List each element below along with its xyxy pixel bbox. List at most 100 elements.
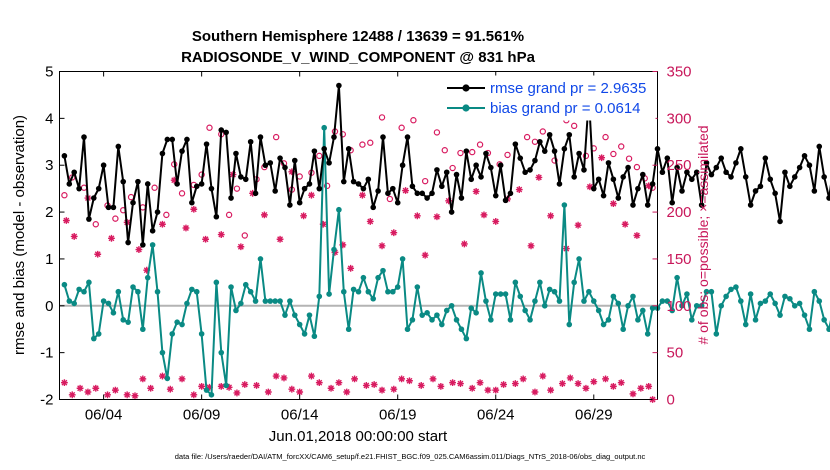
- bias-point: [561, 202, 568, 208]
- rmse-point: [144, 181, 151, 187]
- obs-assimilated-marker: [331, 248, 339, 256]
- bias-point: [316, 293, 323, 300]
- rmse-point: [674, 164, 680, 171]
- bias-point: [257, 256, 264, 262]
- obs-assimilated-marker: [351, 375, 358, 383]
- bias-point: [517, 293, 524, 300]
- rmse-point: [708, 171, 715, 178]
- obs-assimilated-marker: [547, 212, 555, 220]
- rmse-point: [439, 183, 445, 190]
- obs-assimilated-marker: [276, 235, 284, 243]
- obs-assimilated-marker: [123, 391, 131, 399]
- rmse-point: [811, 188, 818, 194]
- bias-point: [223, 382, 229, 389]
- rmse-point: [561, 146, 568, 152]
- x-tick-label: 06/29: [575, 407, 613, 424]
- bias-point: [272, 298, 278, 304]
- y2-axis-label: # of obs: o=possible; ×=assimilated: [695, 125, 711, 344]
- bias-point: [336, 206, 342, 213]
- bias-point: [723, 293, 729, 300]
- obs-assimilated-marker: [343, 388, 351, 396]
- rmse-point: [826, 195, 830, 201]
- obs-assimilated-marker: [217, 231, 225, 238]
- rmse-point: [311, 148, 318, 154]
- y2-tick-label: 100: [667, 298, 692, 315]
- y2-tick-label: 50: [667, 345, 684, 362]
- bias-point: [61, 281, 68, 288]
- obs-possible-marker: [421, 177, 429, 185]
- rmse-point: [135, 178, 141, 185]
- bias-point: [576, 256, 582, 262]
- rmse-point: [752, 188, 759, 194]
- bias-point: [507, 317, 514, 323]
- obs-assimilated-marker: [449, 379, 457, 387]
- rmse-point: [517, 155, 524, 161]
- rmse-point: [698, 202, 705, 208]
- obs-assimilated-marker: [378, 386, 386, 394]
- obs-assimilated-marker: [468, 384, 476, 392]
- y2-tick-label: 350: [667, 64, 692, 81]
- rmse-point: [767, 176, 774, 183]
- rmse-point: [551, 148, 558, 154]
- bias-point: [277, 298, 283, 304]
- obs-assimilated-marker: [515, 186, 523, 193]
- bias-point: [762, 298, 769, 304]
- obs-assimilated-marker: [460, 240, 468, 248]
- obs-assimilated-marker: [437, 382, 445, 390]
- obs-assimilated-marker: [260, 211, 268, 219]
- obs-assimilated-marker: [76, 384, 84, 392]
- bias-point: [404, 326, 411, 333]
- rmse-point: [693, 169, 700, 176]
- bias-point: [218, 349, 225, 356]
- rmse-point: [130, 199, 136, 206]
- rmse-point: [95, 185, 102, 192]
- rmse-point: [419, 190, 426, 197]
- obs-possible-marker: [504, 151, 511, 159]
- obs-assimilated-marker: [225, 383, 233, 391]
- obs-possible-marker: [625, 155, 633, 162]
- obs-assimilated-marker: [166, 385, 174, 393]
- bias-point: [698, 302, 705, 309]
- bias-point: [488, 317, 494, 323]
- bias-point: [414, 284, 421, 290]
- bias-point: [144, 274, 151, 281]
- bias-point: [238, 300, 244, 307]
- rmse-point: [777, 218, 783, 225]
- rmse-point: [488, 164, 494, 171]
- y-tick-label: 5: [45, 64, 53, 81]
- bias-point: [179, 321, 185, 328]
- obs-assimilated-marker: [433, 213, 441, 221]
- obs-assimilated-marker: [500, 381, 507, 388]
- rmse-point: [679, 188, 685, 194]
- obs-assimilated-marker: [264, 388, 272, 396]
- obs-assimilated-marker: [390, 229, 398, 237]
- bias-point: [664, 298, 671, 304]
- rmse-point: [684, 169, 690, 176]
- bias-point: [742, 321, 749, 328]
- rmse-point: [742, 174, 749, 180]
- rmse-point: [635, 185, 641, 192]
- obs-assimilated-marker: [288, 385, 296, 393]
- obs-assimilated-marker: [217, 382, 225, 390]
- obs-assimilated-marker: [178, 375, 186, 383]
- obs-possible-marker: [398, 124, 405, 131]
- bias-point: [91, 335, 97, 342]
- obs-assimilated-marker: [198, 382, 206, 390]
- rmse-point: [340, 178, 347, 185]
- rmse-point: [448, 209, 455, 215]
- rmse-point: [615, 195, 622, 201]
- rmse-point: [595, 176, 602, 183]
- obs-possible-marker: [92, 221, 99, 228]
- bias-point: [331, 246, 337, 253]
- bias-point: [169, 331, 176, 337]
- rmse-point: [610, 176, 617, 183]
- bias-point: [791, 302, 798, 309]
- bias-point: [198, 331, 205, 337]
- bias-point: [81, 288, 87, 295]
- bias-point: [728, 286, 734, 293]
- rmse-point: [218, 127, 225, 133]
- bias-point: [669, 307, 676, 314]
- rmse-point: [424, 195, 430, 201]
- obs-assimilated-marker: [308, 191, 315, 199]
- bias-point: [684, 291, 690, 297]
